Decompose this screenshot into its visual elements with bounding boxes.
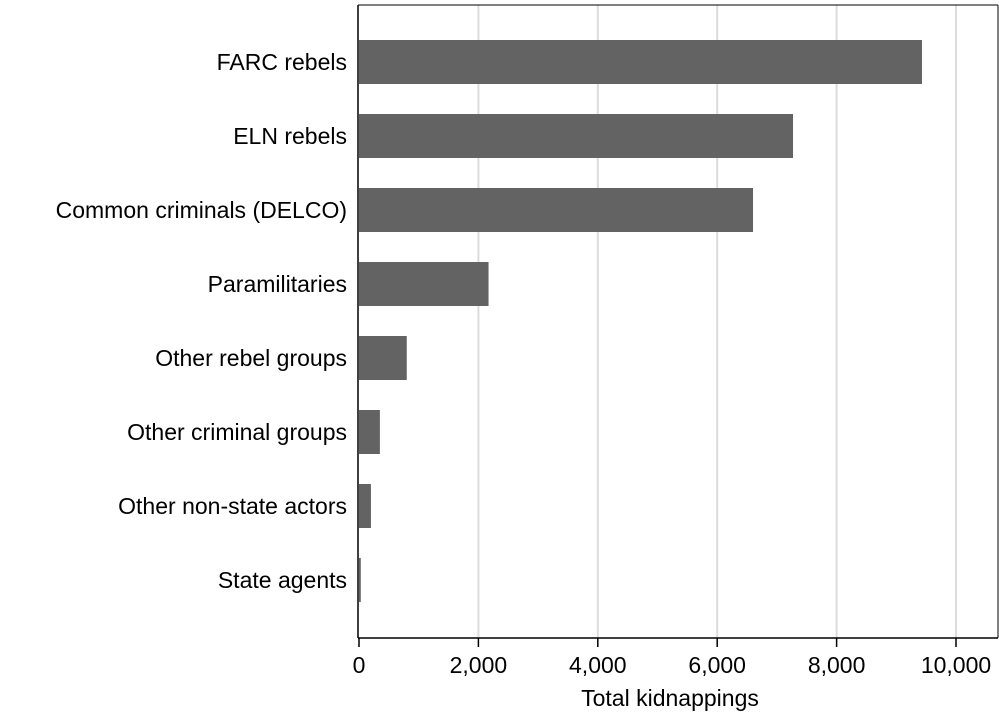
x-tick-label: 8,000 (808, 652, 866, 678)
category-label: FARC rebels (217, 49, 347, 75)
category-label: ELN rebels (233, 123, 347, 149)
x-tick-label: 0 (353, 652, 366, 678)
category-label: Other rebel groups (155, 345, 347, 371)
category-labels: FARC rebels ELN rebels Common criminals (D… (56, 49, 347, 593)
bar (359, 558, 361, 602)
axes (357, 4, 999, 639)
bar (359, 336, 407, 380)
x-tick-label: 6,000 (688, 652, 746, 678)
x-tick-label: 2,000 (450, 652, 508, 678)
category-label: Paramilitaries (208, 271, 347, 297)
x-axis-title: Total kidnappings (581, 685, 759, 711)
x-tick-label: 10,000 (921, 652, 991, 678)
bar (359, 188, 754, 232)
category-label: Common criminals (DELCO) (56, 197, 347, 223)
bar (359, 262, 489, 306)
category-label: State agents (218, 567, 347, 593)
category-label: Other non-state actors (118, 493, 347, 519)
bar (359, 114, 794, 158)
bar (359, 484, 371, 528)
bars (359, 40, 922, 602)
category-label: Other criminal groups (127, 419, 347, 445)
x-tick-label: 4,000 (569, 652, 627, 678)
bar (359, 40, 922, 84)
bar (359, 410, 380, 454)
grid-lines (477, 5, 957, 638)
x-ticks: 0 2,000 4,000 6,000 8,000 10,000 (353, 638, 991, 678)
